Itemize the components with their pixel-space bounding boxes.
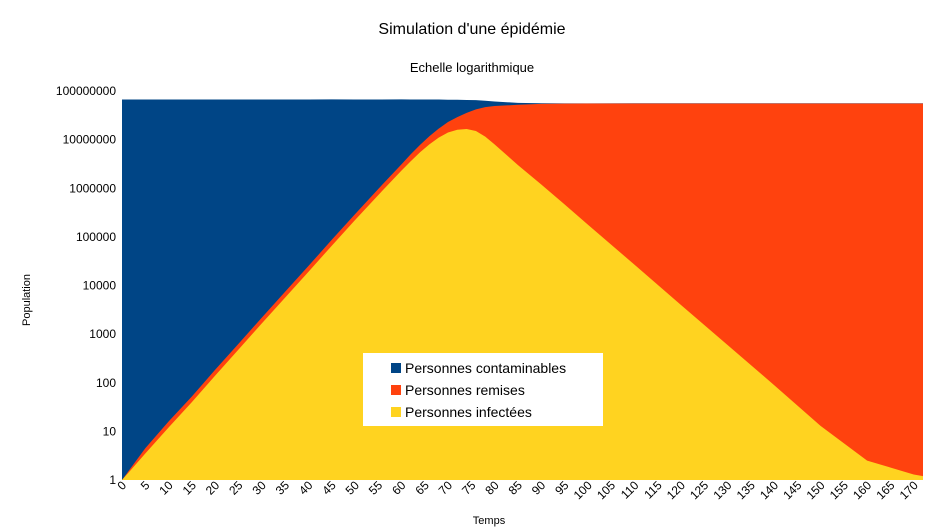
x-tick-label: 150 xyxy=(804,478,828,502)
x-tick-label: 50 xyxy=(343,478,363,498)
x-tick-label: 35 xyxy=(273,478,293,498)
x-tick-label: 95 xyxy=(552,478,572,498)
x-tick-label: 160 xyxy=(850,478,874,502)
x-tick-label: 145 xyxy=(780,478,804,502)
legend-label: Personnes contaminables xyxy=(405,360,566,376)
x-tick-label: 115 xyxy=(641,478,665,502)
y-tick-label: 10000 xyxy=(83,279,117,293)
x-tick-label: 100 xyxy=(571,478,595,502)
x-tick-label: 170 xyxy=(897,478,921,502)
x-tick-label: 55 xyxy=(366,478,386,498)
x-tick-label: 165 xyxy=(873,478,897,502)
x-tick-label: 90 xyxy=(529,478,549,498)
x-tick-label: 5 xyxy=(138,478,153,493)
x-tick-label: 70 xyxy=(436,478,456,498)
x-tick-label: 10 xyxy=(156,478,176,498)
x-tick-label: 155 xyxy=(827,478,851,502)
y-tick-label: 100000000 xyxy=(56,84,116,98)
x-tick-label: 20 xyxy=(203,478,223,498)
y-axis: 1 10 100 1000 10000 100000 1000000 10000000 1000… xyxy=(56,84,116,487)
legend-box xyxy=(363,353,603,426)
x-tick-label: 30 xyxy=(249,478,269,498)
x-axis-label: Temps xyxy=(473,515,506,527)
x-tick-label: 110 xyxy=(618,478,642,502)
y-axis-label: Population xyxy=(21,274,33,326)
x-tick-label: 75 xyxy=(459,478,479,498)
legend: Personnes contaminables Personnes remises… xyxy=(363,353,603,426)
y-tick-label: 10000000 xyxy=(63,133,117,147)
y-tick-label: 100 xyxy=(96,376,116,390)
area-series-group xyxy=(122,99,923,481)
y-tick-label: 1000000 xyxy=(69,181,116,195)
x-tick-label: 120 xyxy=(664,478,688,502)
x-tick-label: 45 xyxy=(319,478,339,498)
chart-title: Simulation d'une épidémie xyxy=(378,21,565,38)
x-tick-label: 65 xyxy=(412,478,432,498)
x-tick-label: 130 xyxy=(710,478,734,502)
x-tick-label: 125 xyxy=(687,478,711,502)
x-tick-label: 105 xyxy=(594,478,618,502)
y-tick-label: 10 xyxy=(103,424,117,438)
legend-swatch xyxy=(391,385,401,395)
y-tick-label: 1 xyxy=(109,473,116,487)
x-tick-label: 15 xyxy=(180,478,200,498)
y-tick-label: 100000 xyxy=(76,230,116,244)
x-tick-label: 60 xyxy=(389,478,409,498)
legend-label: Personnes remises xyxy=(405,382,525,398)
x-tick-label: 85 xyxy=(506,478,526,498)
x-axis: 0 5 10 15 20 25 30 35 40 45 50 55 60 65 70 75 80 85 90 95 10… xyxy=(114,478,921,502)
x-tick-label: 40 xyxy=(296,478,316,498)
legend-swatch xyxy=(391,363,401,373)
x-tick-label: 80 xyxy=(482,478,502,498)
x-tick-label: 135 xyxy=(734,478,758,502)
legend-label: Personnes infectées xyxy=(405,404,532,420)
x-tick-label: 25 xyxy=(226,478,246,498)
legend-swatch xyxy=(391,407,401,417)
x-tick-label: 0 xyxy=(114,478,129,493)
area-personnes-infect-es xyxy=(122,129,923,481)
x-tick-label: 140 xyxy=(757,478,781,502)
y-tick-label: 1000 xyxy=(89,327,116,341)
chart-subtitle: Echelle logarithmique xyxy=(410,60,534,75)
